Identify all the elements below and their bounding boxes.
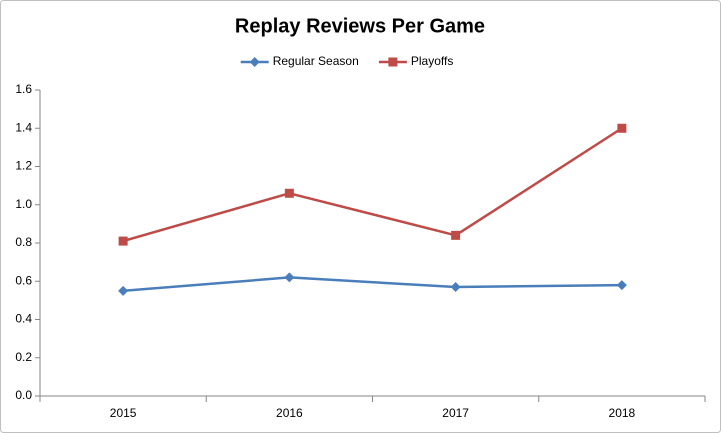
legend-label: Regular Season xyxy=(273,54,359,68)
chart-title: Replay Reviews Per Game xyxy=(235,15,485,37)
y-tick-label: 0.4 xyxy=(15,312,32,326)
y-tick-label: 0.6 xyxy=(15,273,32,287)
data-point xyxy=(616,280,627,291)
x-tick-label: 2015 xyxy=(110,406,137,420)
data-point xyxy=(284,272,295,283)
x-tick-label: 2016 xyxy=(276,406,303,420)
data-point xyxy=(118,236,128,246)
y-tick-label: 1.2 xyxy=(15,159,32,173)
y-tick-label: 0.2 xyxy=(15,350,32,364)
data-point xyxy=(451,230,461,240)
x-tick-label: 2018 xyxy=(609,406,636,420)
data-point xyxy=(617,123,627,133)
y-tick-label: 0.8 xyxy=(15,235,32,249)
legend-label: Playoffs xyxy=(411,54,453,68)
data-point xyxy=(284,188,294,198)
data-point xyxy=(450,281,461,292)
legend-marker xyxy=(249,57,260,67)
y-tick-label: 1.0 xyxy=(15,197,32,211)
series-line xyxy=(122,127,623,243)
series-line xyxy=(123,276,622,293)
legend-marker xyxy=(388,57,398,67)
y-tick-label: 1.4 xyxy=(15,120,32,134)
x-tick-label: 2017 xyxy=(442,406,469,420)
y-tick-label: 1.6 xyxy=(15,82,32,96)
y-tick-label: 0.0 xyxy=(15,388,32,402)
data-point xyxy=(118,285,129,296)
